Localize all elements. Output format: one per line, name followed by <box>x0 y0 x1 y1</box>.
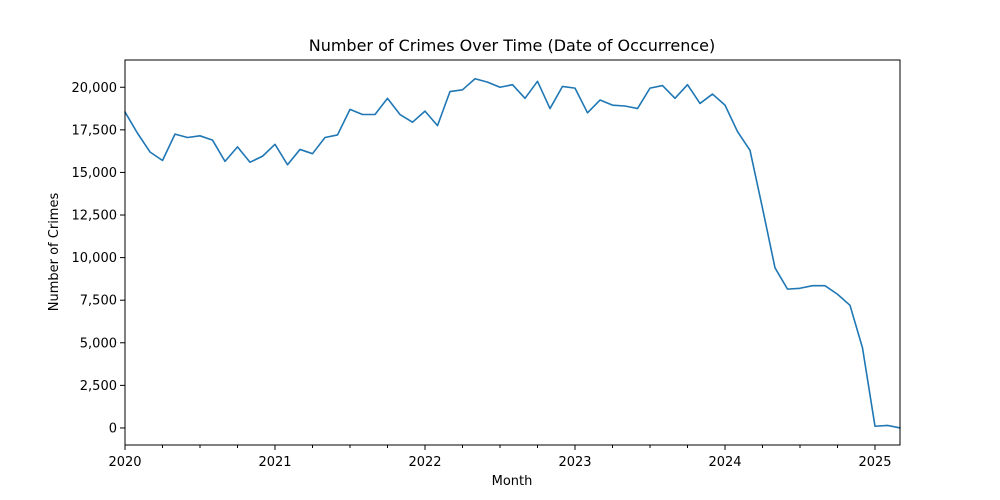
y-tick-label: 12,500 <box>72 209 118 224</box>
y-tick-label: 10,000 <box>72 251 118 266</box>
crime-count-series-line <box>124 77 901 429</box>
y-tick-label: 20,000 <box>72 81 118 96</box>
y-axis-ticks: 0 2,500 5,000 7,500 10,000 12,500 15,000 17,500… <box>72 81 125 436</box>
x-tick-label: 2020 <box>108 455 141 470</box>
y-tick-label: 2,500 <box>80 379 117 394</box>
chart-title: Number of Crimes Over Time (Date of Occu… <box>309 36 716 55</box>
plot-frame <box>124 59 901 446</box>
x-tick-label: 2025 <box>858 455 891 470</box>
y-tick-label: 5,000 <box>80 336 117 351</box>
x-tick-label: 2024 <box>708 455 741 470</box>
x-tick-label: 2022 <box>408 455 441 470</box>
x-tick-label: 2021 <box>258 455 291 470</box>
x-tick-label: 2023 <box>558 455 591 470</box>
x-axis-label: Month <box>492 474 533 489</box>
y-tick-label: 0 <box>109 421 117 436</box>
x-axis-ticks: 2020 2021 2022 2023 2024 2025 <box>108 445 892 470</box>
y-axis-label: Number of Crimes <box>47 193 62 312</box>
y-tick-label: 15,000 <box>72 166 118 181</box>
y-tick-label: 17,500 <box>72 123 118 138</box>
y-tick-label: 7,500 <box>80 294 117 309</box>
